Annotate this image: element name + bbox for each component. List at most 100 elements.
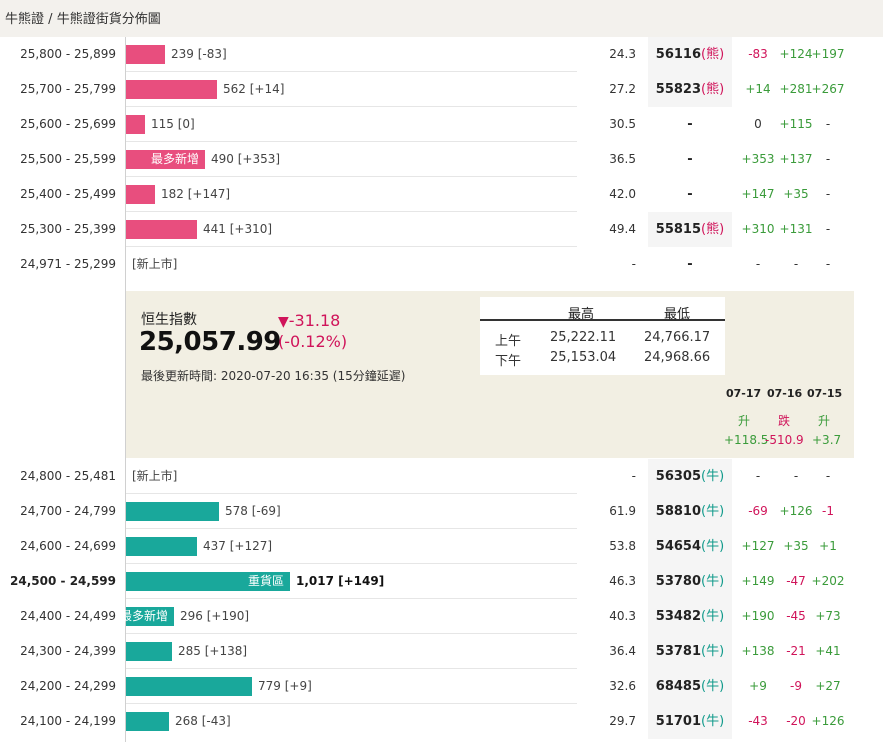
daily-change-2: -20	[778, 704, 814, 739]
index-change: ▼-31.18 (-0.12%)	[278, 311, 347, 352]
warrant-type-tag: (牛)	[701, 679, 724, 694]
bear-bar[interactable]	[126, 220, 197, 239]
conversion-ratio: 29.7	[609, 704, 636, 739]
warrant-code[interactable]: 56116(熊)	[648, 37, 732, 72]
daily-change-2: +126	[778, 494, 814, 529]
outstanding-count: 490 [+353]	[211, 142, 280, 177]
breadcrumb-current-page: 牛熊證街貨分佈圖	[57, 12, 161, 27]
warrant-code[interactable]: 53780(牛)	[648, 564, 732, 599]
table-row: 24,971 - 25,299 [新上市] - - - - -	[0, 247, 883, 282]
index-title: 恒生指數	[141, 309, 197, 329]
bear-bar[interactable]	[126, 115, 145, 134]
history-dir-1: 升	[738, 412, 750, 429]
outstanding-count: 1,017 [+149]	[296, 564, 384, 599]
bear-distribution-table: 25,800 - 25,899 239 [-83] 24.3 56116(熊) -83 +…	[0, 37, 883, 282]
outstanding-count: 268 [-43]	[175, 704, 231, 739]
daily-change-3: -	[810, 247, 846, 282]
strike-range: 24,700 - 24,799	[20, 494, 116, 529]
warrant-code[interactable]: 53482(牛)	[648, 599, 732, 634]
warrant-code[interactable]: 56305(牛)	[648, 459, 732, 494]
warrant-type-tag: (牛)	[701, 574, 724, 589]
conversion-ratio: 40.3	[609, 599, 636, 634]
bear-bar[interactable]	[126, 185, 155, 204]
daily-change-3: +202	[810, 564, 846, 599]
strike-range: 25,700 - 25,799	[20, 72, 116, 107]
warrant-type-tag: (牛)	[701, 609, 724, 624]
daily-change-3: +1	[810, 529, 846, 564]
am-low: 24,766.17	[644, 330, 710, 345]
history-val-3: +3.7	[812, 433, 841, 447]
down-triangle-icon: ▼	[278, 314, 289, 330]
warrant-code[interactable]: 55823(熊)	[648, 72, 732, 107]
am-high: 25,222.11	[550, 330, 616, 345]
index-value: 25,057.99	[139, 327, 281, 357]
bull-bar[interactable]	[126, 537, 197, 556]
daily-change-1: +310	[740, 212, 776, 247]
bull-bar[interactable]	[126, 642, 172, 661]
outstanding-count: 441 [+310]	[203, 212, 272, 247]
last-updated-text: 最後更新時間: 2020-07-20 16:35 (15分鐘延遲)	[141, 367, 405, 384]
warrant-code[interactable]: 54654(牛)	[648, 529, 732, 564]
history-date-3: 07-15	[807, 387, 842, 400]
warrant-code: -	[648, 142, 732, 177]
table-row: 24,600 - 24,699 437 [+127] 53.8 54654(牛) +12…	[0, 529, 883, 564]
bear-bar[interactable]	[126, 80, 217, 99]
warrant-code-number: 53482	[656, 609, 701, 624]
bar-highlight-label: 最多新增	[151, 150, 199, 169]
bear-bar[interactable]	[126, 45, 165, 64]
outstanding-count: 115 [0]	[151, 107, 195, 142]
bull-bar[interactable]: 最多新增	[126, 607, 174, 626]
conversion-ratio: 36.5	[609, 142, 636, 177]
daily-change-2: +115	[778, 107, 814, 142]
bull-bar[interactable]	[126, 712, 169, 731]
warrant-code-number: 55823	[656, 82, 701, 97]
warrant-code[interactable]: 58810(牛)	[648, 494, 732, 529]
pm-high: 25,153.04	[550, 350, 616, 365]
warrant-code-number: 58810	[656, 504, 701, 519]
bull-bar[interactable]	[126, 677, 252, 696]
daily-change-1: +149	[740, 564, 776, 599]
breadcrumb: 牛熊證 / 牛熊證街貨分佈圖	[0, 0, 883, 37]
warrant-type-tag: (熊)	[701, 222, 724, 237]
warrant-type-tag: (牛)	[701, 714, 724, 729]
warrant-code-number: 56116	[656, 47, 701, 62]
bull-bar[interactable]: 重貨區	[126, 572, 290, 591]
bar-highlight-label: 重貨區	[248, 572, 284, 591]
header-high: 最高	[568, 303, 594, 322]
conversion-ratio: -	[632, 247, 636, 282]
outstanding-count: [新上市]	[132, 459, 177, 494]
strike-range: 24,300 - 24,399	[20, 634, 116, 669]
pm-label: 下午	[495, 350, 521, 369]
strike-range: 25,300 - 25,399	[20, 212, 116, 247]
conversion-ratio: 61.9	[609, 494, 636, 529]
hsi-index-panel: 恒生指數 25,057.99 ▼-31.18 (-0.12%) 最後更新時間: …	[126, 291, 854, 458]
pm-low: 24,968.66	[644, 350, 710, 365]
strike-range: 24,400 - 24,499	[20, 599, 116, 634]
warrant-code-number: -	[687, 117, 692, 132]
table-row: 24,100 - 24,199 268 [-43] 29.7 51701(牛) -43 -…	[0, 704, 883, 739]
bear-bar[interactable]: 最多新增	[126, 150, 205, 169]
bull-bar[interactable]	[126, 502, 219, 521]
conversion-ratio: 42.0	[609, 177, 636, 212]
conversion-ratio: 46.3	[609, 564, 636, 599]
breadcrumb-cbbc-link[interactable]: 牛熊證	[5, 12, 44, 27]
warrant-code[interactable]: 51701(牛)	[648, 704, 732, 739]
warrant-code[interactable]: 55815(熊)	[648, 212, 732, 247]
warrant-code-number: 55815	[656, 222, 701, 237]
table-row: 24,200 - 24,299 779 [+9] 32.6 68485(牛) +9 -9 +…	[0, 669, 883, 704]
conversion-ratio: -	[632, 459, 636, 494]
warrant-code: -	[648, 247, 732, 282]
daily-change-2: -45	[778, 599, 814, 634]
strike-range: 25,800 - 25,899	[20, 37, 116, 72]
conversion-ratio: 24.3	[609, 37, 636, 72]
header-low: 最低	[664, 303, 690, 322]
warrant-code[interactable]: 53781(牛)	[648, 634, 732, 669]
conversion-ratio: 27.2	[609, 72, 636, 107]
warrant-code-number: -	[687, 187, 692, 202]
warrant-code[interactable]: 68485(牛)	[648, 669, 732, 704]
daily-change-3: -	[810, 212, 846, 247]
bull-distribution-table: 24,800 - 25,481 [新上市] -56305(牛) - - -24,700 -…	[0, 459, 883, 739]
daily-change-1: +190	[740, 599, 776, 634]
strike-range: 24,800 - 25,481	[20, 459, 116, 494]
warrant-code-number: -	[687, 152, 692, 167]
